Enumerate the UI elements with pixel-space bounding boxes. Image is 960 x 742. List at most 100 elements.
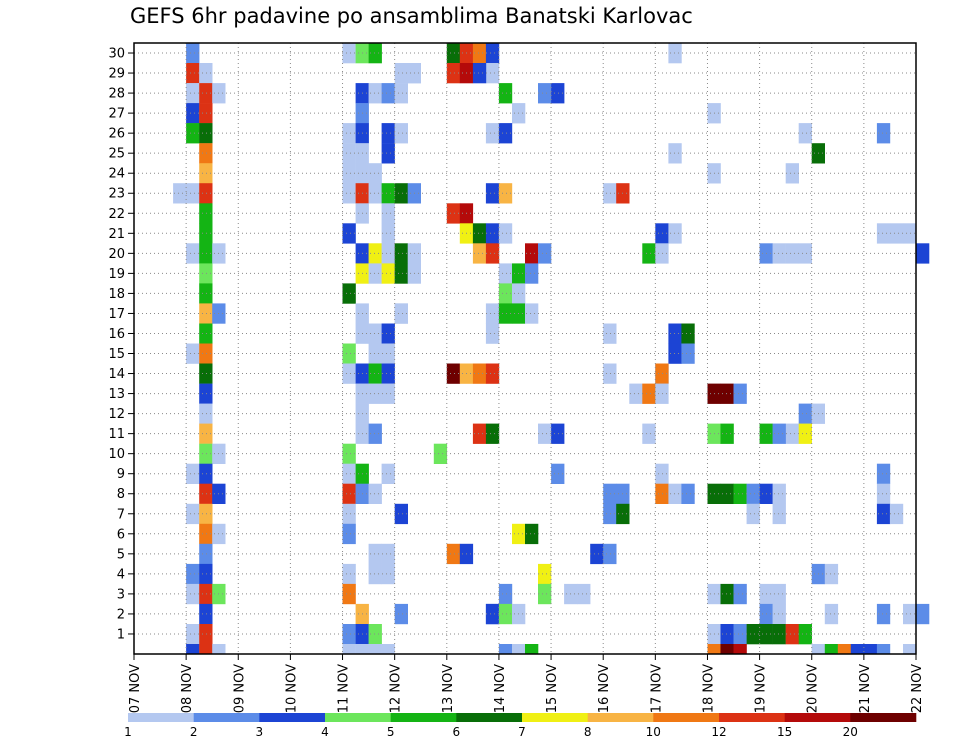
heatmap-cell [199,143,213,164]
heatmap-cell [668,143,682,164]
heatmap-cell [889,503,904,525]
heatmap-cell [876,644,891,655]
heatmap-cell [538,423,552,444]
heatmap-cell [642,243,656,264]
heatmap-cell [916,603,930,625]
legend-label: 15 [777,725,792,739]
heatmap-cell [446,543,461,565]
legend-swatch [850,713,917,722]
heatmap-cell [733,624,747,645]
heatmap-cell [668,43,682,64]
heatmap-cell [394,183,408,204]
heatmap-cell [472,423,487,444]
heatmap-cell [381,323,395,344]
heatmap-cell [824,644,839,655]
y-tick-label: 2 [117,607,125,622]
heatmap-cell [746,483,760,504]
heatmap-cell [655,223,669,244]
heatmap-cell [394,243,408,264]
heatmap-cell [199,523,213,545]
heatmap-cell [485,123,500,144]
heatmap-cell [212,644,226,655]
heatmap-cell [798,423,812,444]
heatmap-cell [798,123,812,144]
heatmap-cell [355,644,369,655]
heatmap-cell [368,383,382,404]
heatmap-cell [785,243,799,264]
heatmap-cell [903,223,917,244]
heatmap-cell [381,223,395,244]
heatmap-cell [485,423,500,444]
heatmap-cell [381,563,395,585]
heatmap-cell [733,483,747,504]
heatmap-cell [368,183,382,204]
heatmap-cell [498,83,513,104]
heatmap-cell [525,303,539,324]
heatmap-cell [824,563,839,585]
x-tick-label: 07 NOV [128,664,143,713]
heatmap-cell [485,303,500,324]
heatmap-cell [472,223,487,244]
heatmap-cell [798,243,812,264]
heatmap-cell [186,503,200,525]
heatmap-cell [903,603,917,625]
heatmap-cell [186,123,200,144]
heatmap-cell [603,483,617,504]
heatmap-cell [199,283,213,304]
heatmap-cell [342,223,356,244]
heatmap-cell [199,323,213,344]
heatmap-cell [485,363,500,384]
heatmap-cell [199,383,213,404]
legend-swatch [719,713,785,722]
y-tick-label: 24 [108,167,125,182]
heatmap-cell [381,143,395,164]
heatmap-cell [381,463,395,484]
heatmap-cell [850,644,865,655]
heatmap-cell [720,583,734,605]
heatmap-cell [199,63,213,84]
heatmap-cell [538,563,552,585]
heatmap-cell [472,363,487,384]
heatmap-cell [368,644,382,655]
legend-label: 12 [711,725,726,739]
heatmap-cell [186,583,200,605]
heatmap-cell [498,603,513,625]
heatmap-cell [785,624,799,645]
heatmap-cell [655,383,669,404]
heatmap-cell [199,103,213,124]
heatmap-cell [772,603,786,625]
heatmap-cell [498,263,513,284]
heatmap-cell [199,163,213,184]
heatmap-cell [772,423,786,444]
heatmap-cell [199,363,213,384]
heatmap-cell [498,583,513,605]
heatmap-cell [681,483,695,504]
heatmap-cell [342,43,356,64]
heatmap-cell [342,363,356,384]
heatmap-cell [381,263,395,284]
x-tick-label: 10 NOV [284,664,299,713]
heatmap-cell [199,443,213,464]
heatmap-cell [498,644,513,655]
heatmap-cell [199,83,213,104]
heatmap-cell [498,283,513,304]
heatmap-cell [498,183,513,204]
heatmap-cell [368,624,382,645]
heatmap-cell [485,43,500,64]
heatmap-cell [342,443,356,464]
heatmap-cell [186,624,200,645]
heatmap-cell [498,303,513,324]
heatmap-cell [720,383,734,404]
x-tick-label: 22 NOV [910,664,925,713]
heatmap-cell [394,63,408,84]
legend-label: 10 [646,725,661,739]
heatmap-cell [668,323,682,344]
y-tick-label: 18 [108,287,125,302]
y-tick-label: 11 [108,427,125,442]
heatmap-cell [811,644,825,655]
y-tick-label: 30 [108,47,125,62]
heatmap-cell [342,624,356,645]
heatmap-cell [720,644,734,655]
x-tick-label: 11 NOV [337,664,352,713]
heatmap-cell [824,603,839,625]
